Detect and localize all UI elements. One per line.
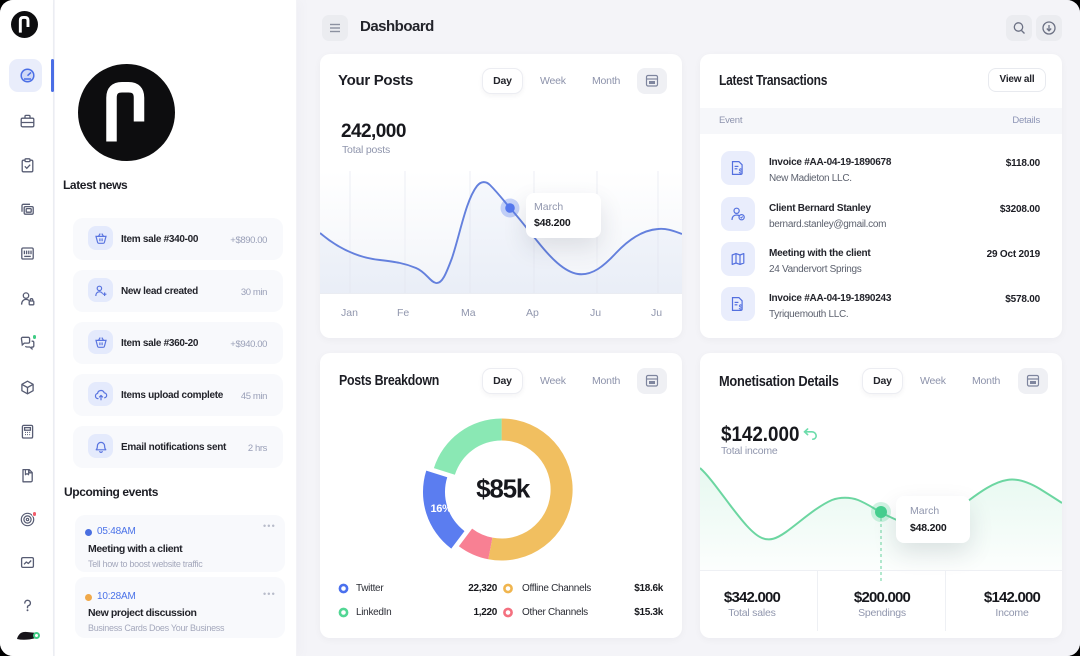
svg-text:$: $ bbox=[739, 305, 743, 312]
svg-text:$: $ bbox=[739, 169, 743, 176]
svg-text:$85k: $85k bbox=[476, 474, 531, 504]
svg-text:16%: 16% bbox=[430, 503, 452, 515]
